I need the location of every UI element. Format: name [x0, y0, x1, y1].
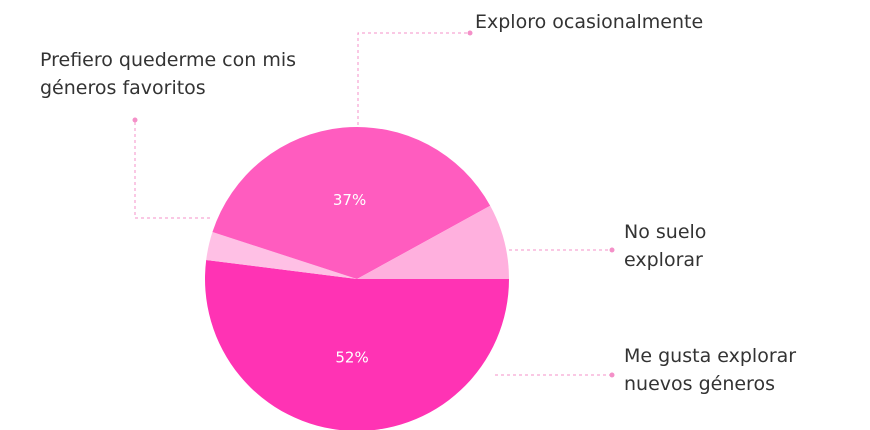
leader-dot	[609, 372, 615, 378]
pie-slice	[357, 205, 509, 279]
pie-slice	[206, 232, 357, 279]
leader-line	[357, 32, 470, 125]
category-label: Me gusta explorar nuevos géneros	[624, 345, 797, 395]
value-label: 52%	[335, 348, 368, 366]
value-label: 37%	[333, 191, 366, 209]
leader-dot	[609, 247, 615, 253]
leader-dot	[467, 30, 473, 36]
category-label: Exploro ocasionalmente	[475, 11, 704, 33]
category-label: No suelo explorar	[624, 221, 707, 271]
pie-slice	[212, 127, 491, 280]
category-label: Prefiero quederme con mis géneros favori…	[40, 49, 297, 99]
leader-line	[134, 120, 210, 219]
pie-slice	[205, 259, 509, 430]
leader-dot	[132, 117, 138, 123]
